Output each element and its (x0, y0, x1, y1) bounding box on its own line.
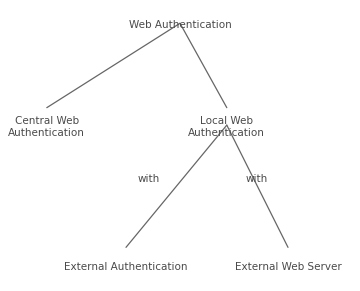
Text: Local Web
Authentication: Local Web Authentication (188, 116, 265, 138)
Text: External Web Server: External Web Server (235, 262, 341, 272)
Text: with: with (138, 174, 160, 184)
Text: Central Web
Authentication: Central Web Authentication (8, 116, 85, 138)
Text: External Authentication: External Authentication (64, 262, 188, 272)
Text: with: with (246, 174, 268, 184)
Text: Web Authentication: Web Authentication (129, 20, 231, 30)
